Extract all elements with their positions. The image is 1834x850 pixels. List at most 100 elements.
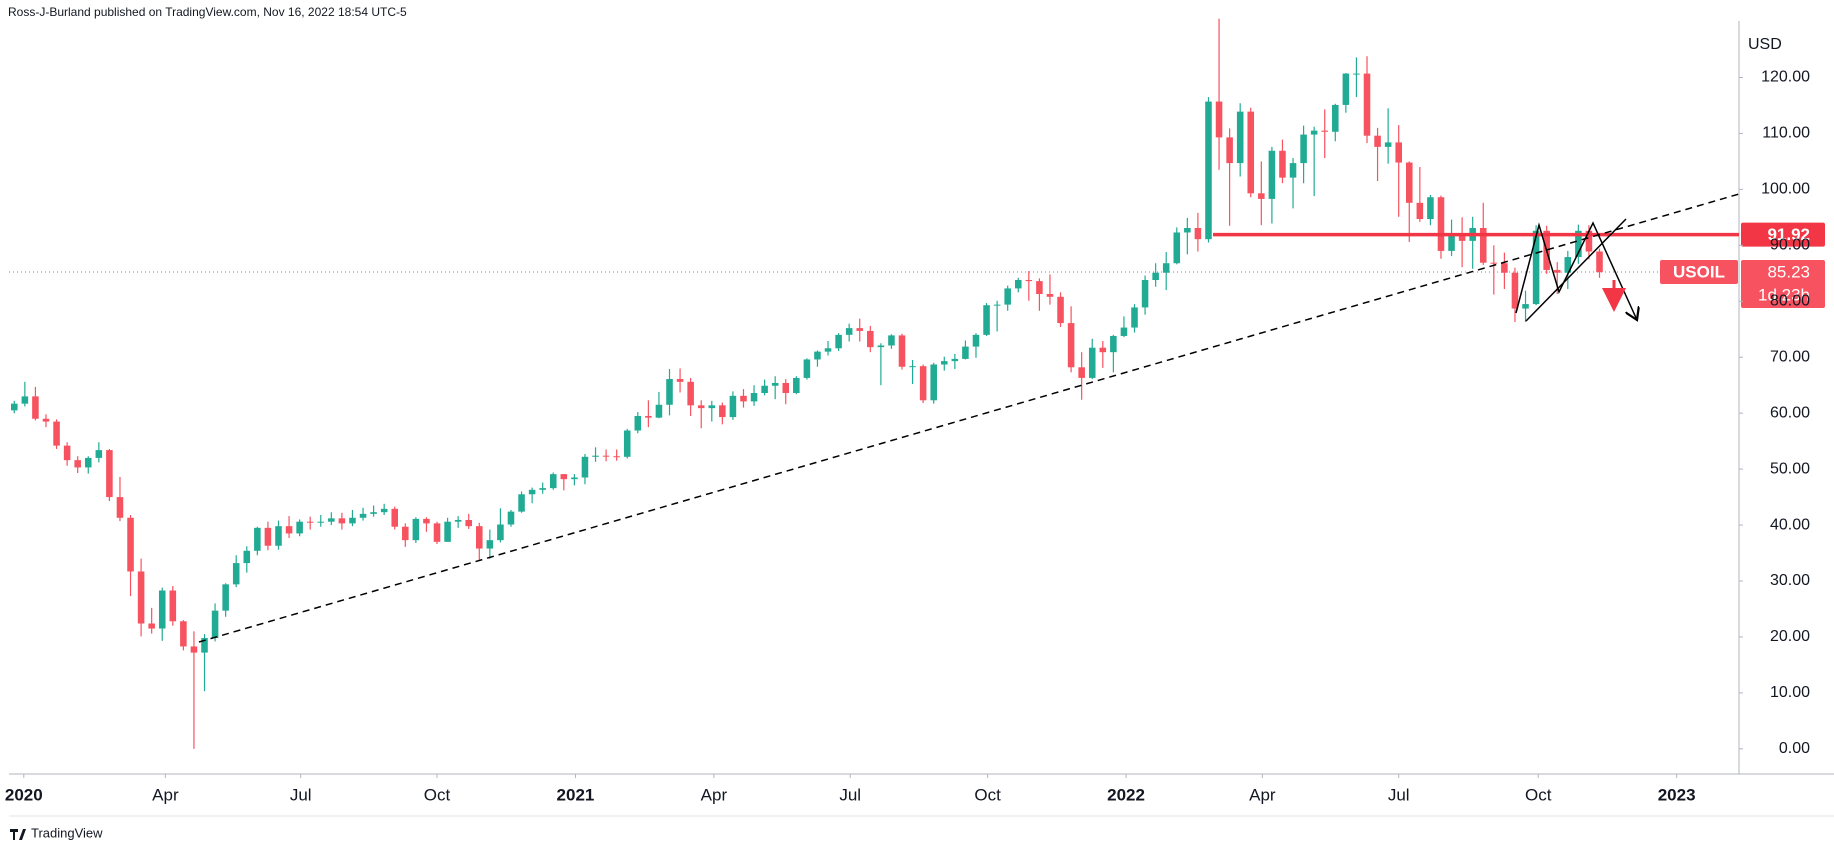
candle-body: [793, 377, 800, 394]
candle-body: [190, 646, 198, 653]
candle-body: [1490, 262, 1498, 264]
candle-body: [306, 521, 314, 523]
candle-body: [53, 421, 60, 446]
symbol-label-bg: [1660, 260, 1738, 285]
candle-body: [740, 395, 747, 402]
x-tick-label: 2021: [557, 785, 595, 804]
candle-body: [676, 379, 684, 382]
candle-body: [1215, 101, 1223, 138]
candle-body: [1184, 227, 1191, 233]
candle-body: [1057, 296, 1064, 324]
candle-body: [1300, 134, 1307, 164]
candle-body: [613, 456, 620, 458]
candle-body: [1310, 130, 1318, 135]
level-label: 91.92: [1767, 225, 1810, 244]
drawings: [198, 193, 1740, 643]
candle-body: [930, 364, 937, 401]
x-tick-label: 2020: [5, 785, 43, 804]
candle-body: [402, 526, 409, 541]
candle-body: [1458, 233, 1466, 241]
y-tick-label: 120.00: [1761, 69, 1810, 86]
level-label-bg: [1741, 222, 1825, 247]
candle-body: [507, 511, 515, 525]
candle-body: [63, 445, 71, 461]
candle-body: [1332, 104, 1339, 132]
candle-body: [1289, 163, 1297, 178]
candle-body: [888, 335, 895, 346]
candle-body: [84, 457, 92, 468]
candle-body: [412, 518, 420, 541]
candle-body: [655, 404, 663, 418]
candle-body: [370, 512, 377, 514]
candle-body: [1416, 202, 1424, 220]
candle-body: [602, 455, 610, 457]
x-tick-label: Jul: [1388, 785, 1410, 804]
brand-logo: [10, 829, 26, 840]
x-tick-label: Apr: [1249, 785, 1276, 804]
x-tick-label: Oct: [1525, 785, 1552, 804]
candle-body: [623, 430, 631, 457]
candle-body: [824, 348, 832, 352]
y-tick-label: 90.00: [1770, 237, 1810, 254]
candle-body: [232, 563, 240, 585]
y-tick-label: 20.00: [1770, 628, 1810, 645]
candle-body: [317, 521, 325, 523]
candle-body: [243, 550, 251, 564]
candle-body: [1162, 263, 1170, 273]
candle-body: [697, 405, 705, 409]
candle-body: [528, 489, 536, 495]
candle-body: [581, 456, 589, 478]
candle-body: [180, 621, 187, 647]
candle-body: [349, 517, 356, 524]
candle-body: [211, 610, 219, 639]
x-tick-label: Jul: [839, 785, 861, 804]
candle-body: [1511, 272, 1519, 309]
candle-body: [454, 520, 462, 522]
candle-body: [518, 494, 525, 512]
candle-body: [1152, 272, 1159, 281]
y-tick-label: 60.00: [1770, 404, 1810, 421]
candle-body: [1384, 142, 1392, 147]
candle-body: [845, 328, 853, 335]
candle-body: [877, 345, 885, 348]
candle-body: [285, 526, 293, 534]
candle-body: [1363, 73, 1371, 136]
candle-body: [782, 382, 790, 394]
candle-body: [1141, 280, 1149, 308]
candle-body: [687, 381, 694, 406]
candle-body: [338, 518, 346, 524]
brand: TradingView: [10, 825, 103, 840]
candle-body: [814, 351, 821, 360]
candle-body: [771, 382, 779, 386]
symbol-label: USOIL: [1673, 263, 1725, 282]
candle-body: [571, 477, 578, 480]
candle-body: [719, 405, 726, 418]
candle-body: [106, 450, 113, 498]
candle-body: [951, 358, 959, 362]
candle-body: [729, 395, 737, 418]
wedge-line: [1525, 218, 1627, 322]
candle-body: [1247, 111, 1255, 194]
brand-name: TradingView: [31, 825, 103, 840]
candle-body: [634, 415, 642, 431]
candle-body: [1575, 230, 1582, 258]
candle-body: [222, 584, 229, 611]
y-tick-label: 50.00: [1770, 460, 1810, 477]
candle-body: [158, 590, 166, 629]
candle-body: [1427, 197, 1434, 220]
x-tick-label: 2023: [1658, 785, 1696, 804]
price-labels: 91.92 USOIL 85.23 1d 23h: [1660, 222, 1825, 309]
candle-body: [42, 418, 50, 422]
candle-body: [993, 304, 1001, 306]
candle-body: [444, 521, 451, 542]
candle-body: [391, 508, 399, 527]
candle-body: [1120, 327, 1128, 336]
candle-body: [1025, 280, 1033, 282]
candle-body: [254, 527, 261, 551]
candle-body: [433, 523, 441, 542]
trendline: [198, 193, 1740, 643]
countdown-label: 1d 23h: [1758, 286, 1810, 305]
last-price-label-bg: [1741, 260, 1825, 309]
candle-body: [275, 526, 282, 546]
candle-body: [1522, 304, 1529, 309]
